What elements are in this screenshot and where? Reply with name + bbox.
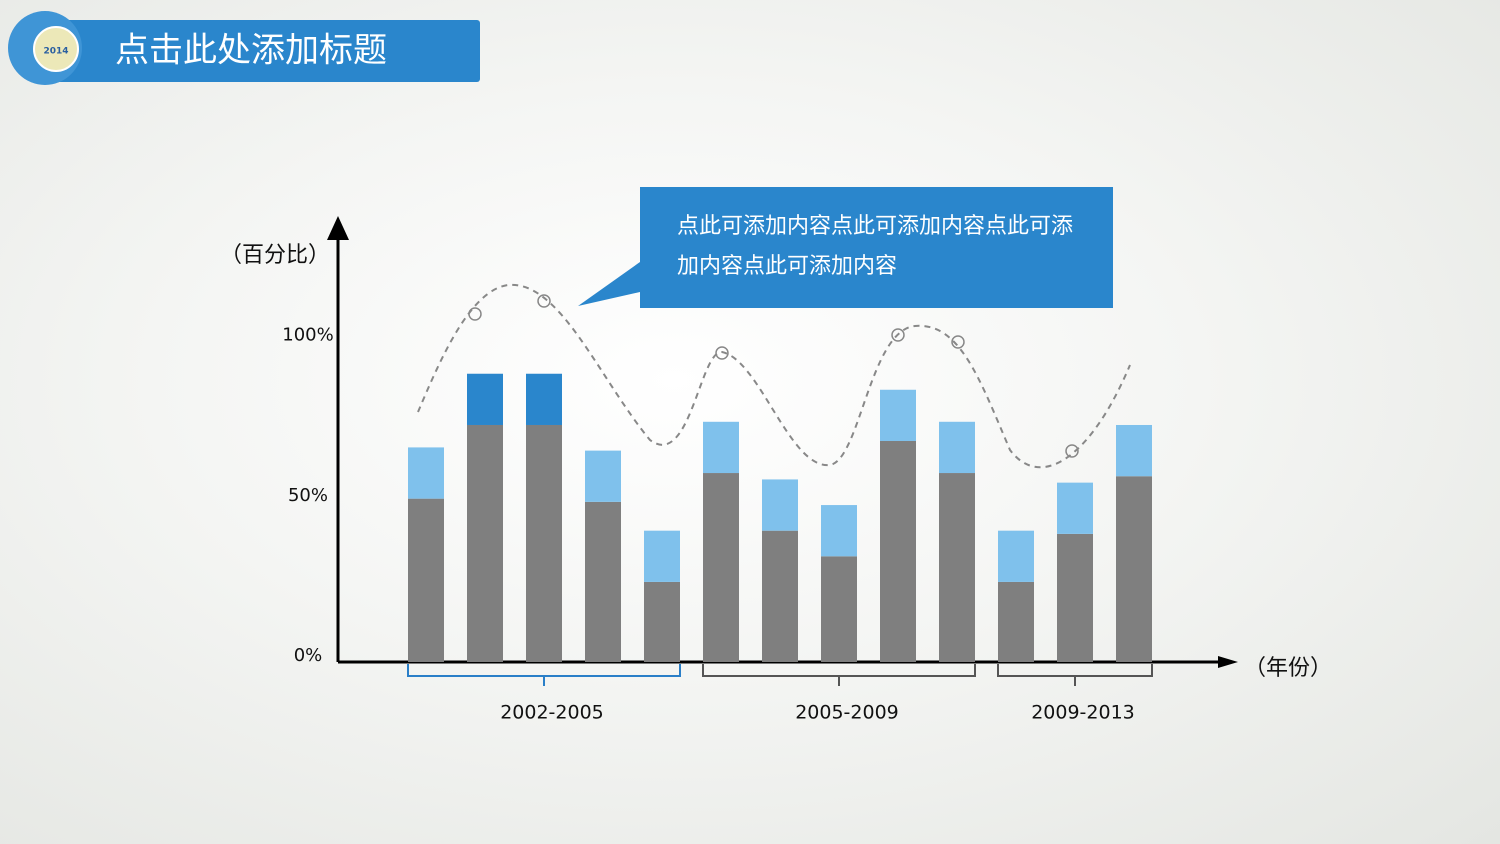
x-arrow xyxy=(1218,656,1238,668)
bar-segment xyxy=(585,450,621,502)
logo-inner xyxy=(33,26,79,72)
bar-segment xyxy=(939,421,975,474)
bar-segment xyxy=(1116,476,1152,662)
group-label: 2002-2005 xyxy=(500,702,604,724)
bar-segment xyxy=(1116,424,1152,477)
bar-segment xyxy=(939,473,975,662)
bar-segment xyxy=(467,373,503,425)
y-axis-title: （百分比） xyxy=(220,243,330,268)
bar-segment xyxy=(821,556,857,662)
bar-segment xyxy=(821,505,857,557)
group-label: 2009-2013 xyxy=(1031,702,1135,724)
bar-segment xyxy=(408,498,444,662)
bar-segment xyxy=(644,530,680,582)
callout: 点此可添加内容点此可添加内容点此可添加内容点此可添加内容 xyxy=(640,187,1113,308)
bar-segment xyxy=(703,473,739,662)
bar-segment xyxy=(467,424,503,662)
title-bar xyxy=(48,20,480,82)
bar-segment xyxy=(1057,482,1093,534)
y-tick-label: 0% xyxy=(294,645,323,666)
bar-segment xyxy=(644,581,680,662)
bar-segment xyxy=(998,581,1034,662)
y-tick-label: 100% xyxy=(282,325,333,346)
bar-segment xyxy=(880,441,916,662)
callout-text: 点此可添加内容点此可添加内容点此可添加内容点此可添加内容 xyxy=(677,214,1074,279)
group-brace xyxy=(702,664,976,686)
group-brace xyxy=(997,664,1153,686)
bar-segment xyxy=(762,479,798,531)
logo-text: 2014 xyxy=(43,47,68,57)
bar-segment xyxy=(585,501,621,662)
bar-segment xyxy=(880,389,916,441)
callout-tail xyxy=(578,262,640,306)
bar-segment xyxy=(998,530,1034,582)
bar-segment xyxy=(408,447,444,499)
y-arrow xyxy=(327,216,349,240)
title: 点击此处添加标题 xyxy=(115,31,387,71)
curve-markers xyxy=(468,294,1079,458)
x-axis-title: （年份） xyxy=(1244,656,1332,681)
trend-curve xyxy=(417,283,1131,469)
bar-segment xyxy=(703,421,739,474)
group-label: 2005-2009 xyxy=(795,702,899,724)
bar-segment xyxy=(526,424,562,662)
group-brace xyxy=(407,664,681,686)
bar-segment xyxy=(526,373,562,425)
bar-segment xyxy=(762,530,798,662)
y-tick-label: 50% xyxy=(288,485,328,506)
bar-segment xyxy=(1057,533,1093,662)
